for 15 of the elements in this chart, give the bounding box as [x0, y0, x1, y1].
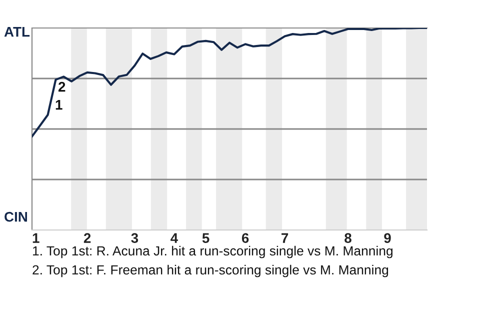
text: CIN: [4, 212, 27, 222]
x-tick-label: 5: [202, 233, 210, 243]
x-tick-label: 9: [384, 233, 391, 243]
annotation: 2: [58, 82, 66, 92]
x-tick-label: 4: [170, 233, 178, 243]
x-tick-label: 1: [32, 233, 40, 243]
text: 2. Top 1st: F. Freeman hit a run-scoring single vs M. Manning: [32, 264, 388, 278]
x-tick-label: 2: [84, 233, 91, 243]
x-tick-label: 7: [282, 233, 288, 243]
x-tick-label: 3: [131, 233, 138, 243]
x-tick-label: 8: [344, 233, 352, 243]
text: 1. Top 1st: R. Acuna Jr. hit a run-scoring single vs M. Manning: [33, 246, 392, 258]
x-tick-label: 6: [242, 233, 249, 243]
annotation: 1: [56, 100, 62, 110]
text: ATL: [4, 27, 30, 37]
